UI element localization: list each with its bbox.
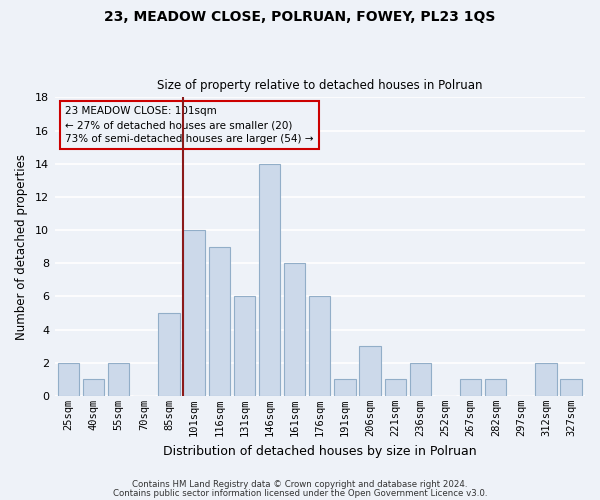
- Bar: [209, 246, 230, 396]
- Bar: [309, 296, 331, 396]
- Bar: [158, 313, 179, 396]
- Bar: [359, 346, 381, 396]
- Text: 23 MEADOW CLOSE: 101sqm
← 27% of detached houses are smaller (20)
73% of semi-de: 23 MEADOW CLOSE: 101sqm ← 27% of detache…: [65, 106, 314, 144]
- Bar: [460, 380, 481, 396]
- Bar: [385, 380, 406, 396]
- Bar: [259, 164, 280, 396]
- X-axis label: Distribution of detached houses by size in Polruan: Distribution of detached houses by size …: [163, 444, 476, 458]
- Text: Contains HM Land Registry data © Crown copyright and database right 2024.: Contains HM Land Registry data © Crown c…: [132, 480, 468, 489]
- Bar: [234, 296, 255, 396]
- Bar: [58, 362, 79, 396]
- Bar: [535, 362, 557, 396]
- Y-axis label: Number of detached properties: Number of detached properties: [15, 154, 28, 340]
- Bar: [284, 263, 305, 396]
- Text: Contains public sector information licensed under the Open Government Licence v3: Contains public sector information licen…: [113, 488, 487, 498]
- Bar: [560, 380, 582, 396]
- Bar: [184, 230, 205, 396]
- Text: 23, MEADOW CLOSE, POLRUAN, FOWEY, PL23 1QS: 23, MEADOW CLOSE, POLRUAN, FOWEY, PL23 1…: [104, 10, 496, 24]
- Bar: [108, 362, 130, 396]
- Title: Size of property relative to detached houses in Polruan: Size of property relative to detached ho…: [157, 79, 482, 92]
- Bar: [485, 380, 506, 396]
- Bar: [334, 380, 356, 396]
- Bar: [83, 380, 104, 396]
- Bar: [410, 362, 431, 396]
